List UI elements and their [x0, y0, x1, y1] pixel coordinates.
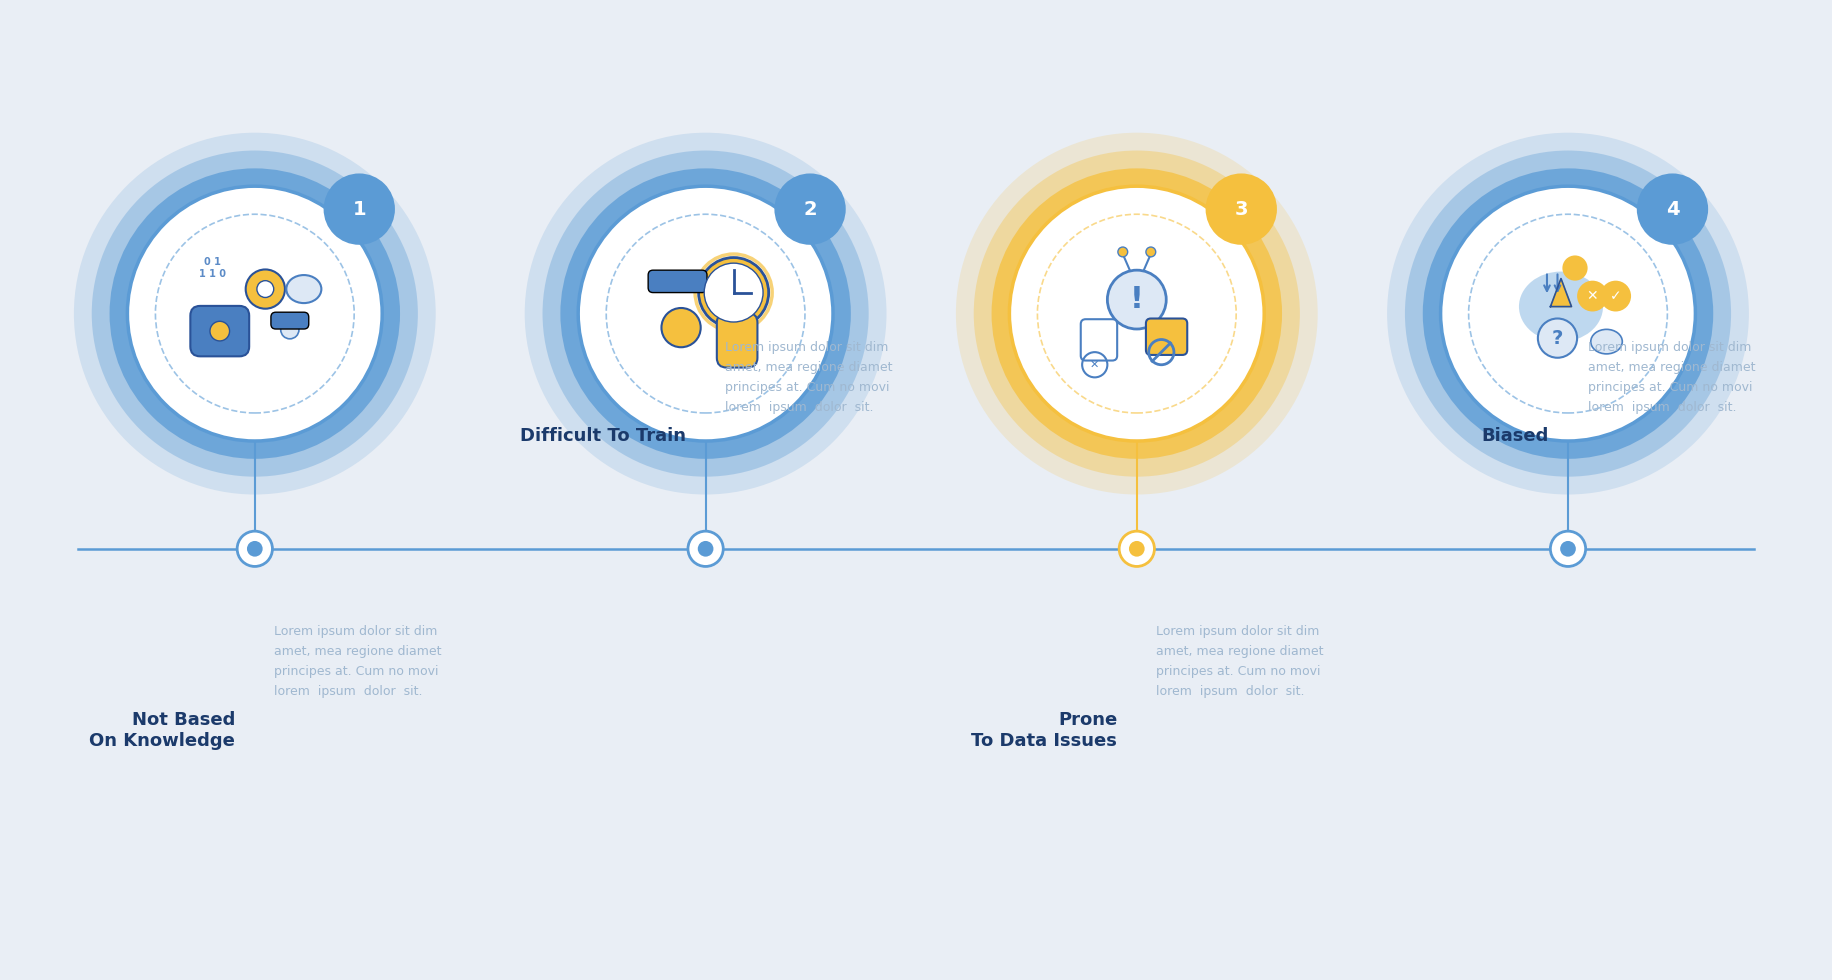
Circle shape	[698, 541, 713, 557]
Circle shape	[236, 531, 273, 566]
Text: !: !	[1130, 285, 1143, 314]
Circle shape	[524, 132, 887, 495]
Polygon shape	[1550, 278, 1572, 307]
Circle shape	[1561, 541, 1576, 557]
Circle shape	[1550, 531, 1587, 566]
Circle shape	[1118, 247, 1129, 257]
Text: Lorem ipsum dolor sit dim
amet, mea regione diamet
principes at. Cum no movi
lor: Lorem ipsum dolor sit dim amet, mea regi…	[1588, 341, 1755, 414]
Circle shape	[110, 169, 399, 459]
Ellipse shape	[1519, 271, 1603, 342]
FancyBboxPatch shape	[649, 270, 707, 293]
Circle shape	[1009, 186, 1264, 441]
Circle shape	[280, 320, 299, 339]
Circle shape	[1537, 318, 1577, 358]
Circle shape	[1577, 280, 1608, 312]
Circle shape	[247, 541, 262, 557]
Circle shape	[324, 173, 396, 245]
Text: Lorem ipsum dolor sit dim
amet, mea regione diamet
principes at. Cum no movi
lor: Lorem ipsum dolor sit dim amet, mea regi…	[275, 625, 442, 698]
Circle shape	[975, 151, 1301, 476]
FancyBboxPatch shape	[1145, 318, 1187, 355]
Circle shape	[1423, 169, 1713, 459]
Circle shape	[128, 186, 383, 441]
Circle shape	[1119, 531, 1154, 566]
Circle shape	[698, 258, 769, 327]
Circle shape	[1205, 173, 1277, 245]
Circle shape	[561, 169, 850, 459]
Text: Lorem ipsum dolor sit dim
amet, mea regione diamet
principes at. Cum no movi
lor: Lorem ipsum dolor sit dim amet, mea regi…	[725, 341, 892, 414]
Circle shape	[211, 321, 229, 341]
Circle shape	[1563, 256, 1588, 280]
Circle shape	[1599, 280, 1630, 312]
Circle shape	[661, 308, 700, 347]
Circle shape	[991, 169, 1282, 459]
Text: 1: 1	[352, 200, 366, 219]
Circle shape	[256, 280, 273, 298]
Circle shape	[1440, 186, 1695, 441]
Circle shape	[1129, 541, 1145, 557]
FancyBboxPatch shape	[191, 306, 249, 357]
Text: ?: ?	[1552, 328, 1563, 348]
Circle shape	[579, 186, 834, 441]
Text: Not Based
On Knowledge: Not Based On Knowledge	[90, 710, 234, 750]
Text: ✓: ✓	[1610, 289, 1621, 303]
Text: Prone
To Data Issues: Prone To Data Issues	[971, 710, 1118, 750]
Circle shape	[73, 132, 436, 495]
Circle shape	[956, 132, 1317, 495]
Circle shape	[775, 173, 846, 245]
Circle shape	[1387, 132, 1750, 495]
Circle shape	[542, 151, 868, 476]
Text: 2: 2	[802, 200, 817, 219]
Circle shape	[689, 531, 724, 566]
Text: ✕: ✕	[1587, 289, 1598, 303]
Circle shape	[703, 264, 764, 322]
Circle shape	[245, 270, 286, 309]
Circle shape	[1405, 151, 1731, 476]
Circle shape	[1145, 247, 1156, 257]
Circle shape	[92, 151, 418, 476]
Ellipse shape	[1590, 329, 1623, 354]
Ellipse shape	[286, 275, 321, 303]
FancyBboxPatch shape	[1081, 319, 1118, 361]
Text: Biased: Biased	[1480, 427, 1548, 445]
Text: Lorem ipsum dolor sit dim
amet, mea regione diamet
principes at. Cum no movi
lor: Lorem ipsum dolor sit dim amet, mea regi…	[1156, 625, 1325, 698]
Text: 0 1
1 1 0: 0 1 1 1 0	[200, 258, 227, 279]
Text: 4: 4	[1665, 200, 1680, 219]
Text: ✕: ✕	[1090, 360, 1099, 369]
Circle shape	[1636, 173, 1707, 245]
Text: Difficult To Train: Difficult To Train	[520, 427, 685, 445]
FancyBboxPatch shape	[271, 313, 310, 329]
Text: 3: 3	[1235, 200, 1248, 219]
FancyBboxPatch shape	[716, 313, 757, 368]
Circle shape	[1107, 270, 1167, 329]
